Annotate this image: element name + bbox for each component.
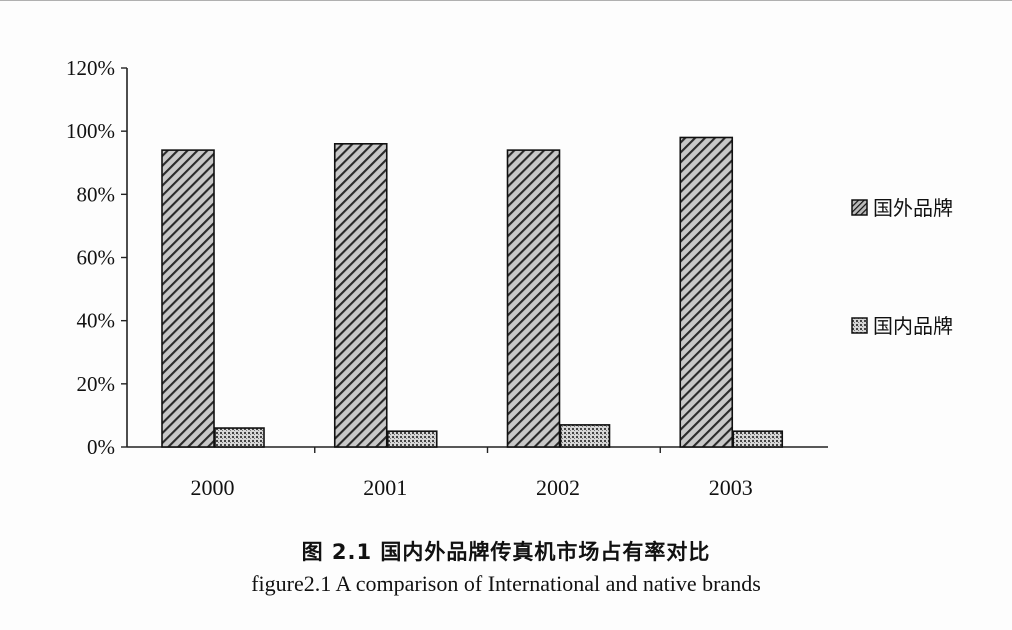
bar-foreign-brand	[333, 143, 388, 448]
x-axis-ticks: 2000 2001 2002 2003	[191, 447, 753, 500]
legend-item-domestic: 国内品牌	[851, 314, 953, 338]
bar-domestic-brand	[214, 427, 265, 448]
legend-label-foreign: 国外品牌	[873, 196, 953, 220]
bar-domestic-brand	[386, 430, 438, 448]
legend-label-domestic: 国内品牌	[873, 314, 953, 338]
top-border	[0, 0, 1012, 1]
x-tick-label: 2001	[363, 475, 407, 500]
caption-english: figure2.1 A comparison of International …	[251, 571, 761, 596]
legend-swatch-domestic	[851, 317, 868, 334]
bars	[161, 136, 784, 448]
bar-foreign-brand	[506, 149, 561, 448]
y-axis-ticks: 0% 20% 40% 60% 80% 100% 120%	[66, 56, 127, 459]
caption-chinese: 图 2.1 国内外品牌传真机市场占有率对比	[301, 540, 711, 564]
x-tick-label: 2000	[191, 475, 235, 500]
bar-chart: 0%20%40%60%80%100%120% 2000 2001 2002 2003 …	[66, 56, 953, 500]
bar-foreign-brand	[679, 136, 734, 448]
bar-domestic-brand	[732, 430, 784, 448]
y-tick-label: 80%	[77, 182, 116, 206]
legend: 国外品牌 国内品牌	[851, 196, 953, 338]
y-tick-label: 40%	[77, 309, 116, 333]
legend-swatch-foreign	[851, 199, 868, 216]
bar-foreign-brand	[161, 149, 215, 448]
y-tick-label: 60%	[77, 246, 116, 270]
legend-item-foreign: 国外品牌	[851, 196, 953, 220]
y-tick-label: 20%	[77, 372, 116, 396]
x-tick-label: 2002	[536, 475, 580, 500]
y-tick-label: 0%	[87, 435, 115, 459]
bar-domestic-brand	[559, 424, 611, 448]
x-tick-label: 2003	[709, 475, 753, 500]
y-tick-label: 120%	[66, 56, 115, 80]
y-tick-label: 100%	[66, 119, 115, 143]
